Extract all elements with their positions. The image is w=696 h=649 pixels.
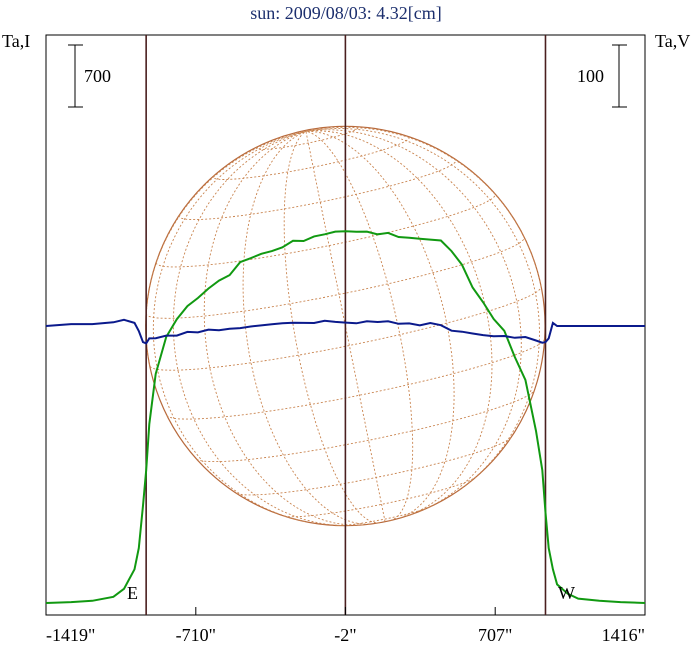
disk-parallel — [337, 505, 432, 526]
disk-meridian — [305, 130, 414, 521]
disk-parallel — [196, 390, 535, 463]
disk-meridian — [305, 130, 493, 517]
disk-parallel — [145, 237, 525, 319]
x-axis-ticks: -1419" -710" -2" 707" 1416" — [45, 607, 646, 645]
disk-meridian — [305, 130, 455, 519]
disk-meridian — [242, 130, 370, 525]
solar-disk-grid — [145, 125, 546, 527]
disk-meridian — [283, 130, 380, 524]
disk-parallel — [212, 136, 410, 180]
left-scale-label: 700 — [84, 66, 111, 86]
x-tick-label: 707" — [478, 625, 512, 645]
left-scale-bar — [68, 44, 83, 108]
disk-meridian — [172, 130, 350, 527]
disk-parallel — [166, 339, 545, 420]
x-tick-label: -1419" — [46, 625, 95, 645]
disk-parallel — [236, 437, 512, 496]
right-scale-label: 100 — [577, 66, 604, 86]
disk-meridian — [305, 129, 522, 512]
right-axis-label: Ta,V — [655, 31, 690, 51]
disk-parallel — [155, 193, 496, 268]
disk-meridian — [152, 130, 307, 522]
series-line — [45, 230, 646, 604]
west-label: W — [558, 583, 575, 603]
disk-parallel — [178, 158, 457, 221]
x-tick-label: 1416" — [602, 625, 645, 645]
disk-parallel — [256, 126, 359, 150]
series-group — [45, 230, 646, 604]
east-label: E — [127, 583, 138, 603]
disk-meridian — [305, 128, 540, 491]
disk-meridian — [203, 130, 364, 526]
series-line — [45, 318, 645, 345]
x-tick-label: -710" — [176, 625, 216, 645]
chart-title: sun: 2009/08/03: 4.32[cm] — [250, 3, 442, 23]
x-tick-label: -2" — [334, 625, 356, 645]
disk-parallel — [283, 477, 476, 518]
right-scale-bar — [612, 44, 627, 108]
disk-meridian — [305, 126, 542, 287]
disk-meridian — [305, 131, 386, 522]
limb-lines — [145, 35, 547, 615]
left-axis-label: Ta,I — [2, 31, 30, 51]
